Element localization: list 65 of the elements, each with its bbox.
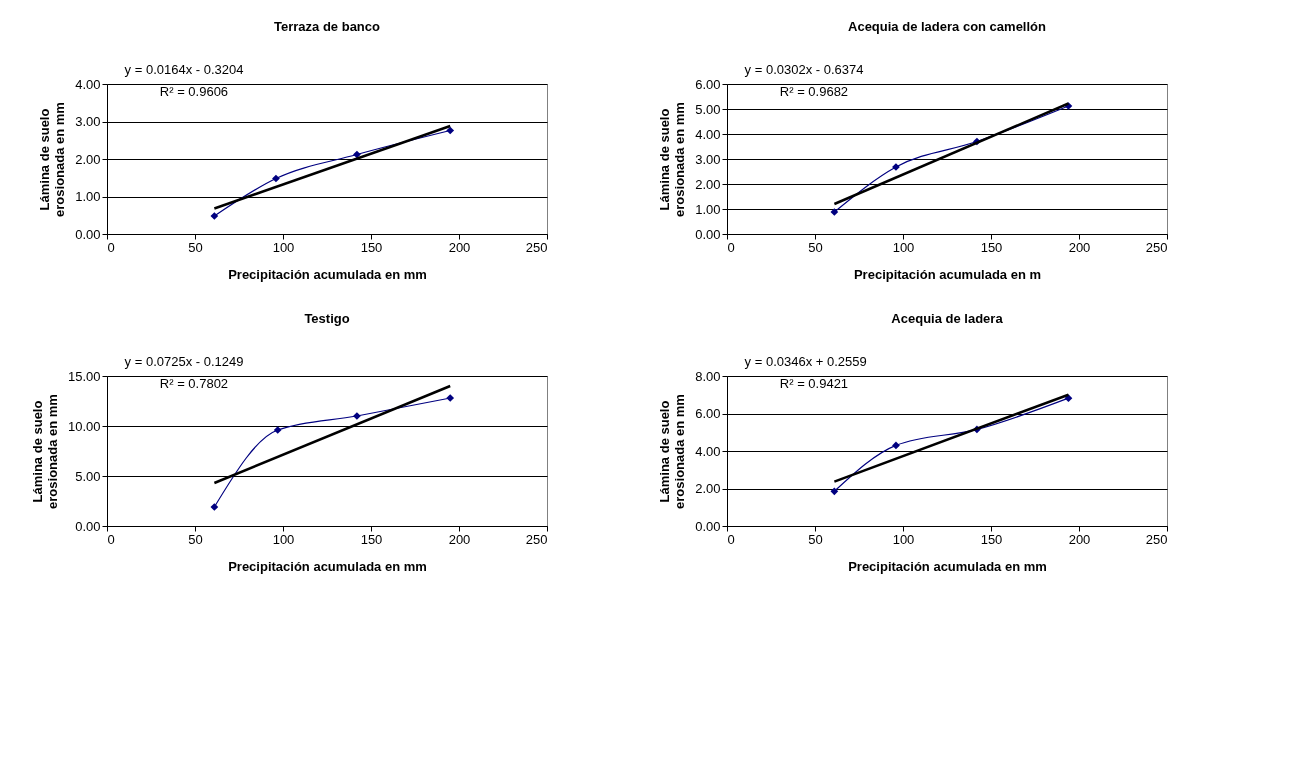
y-tick-label: 1.00 <box>695 201 721 217</box>
x-tick-label: 200 <box>1068 239 1091 255</box>
chart-title: Terraza de banco <box>274 19 381 34</box>
y-tick-label: 4.00 <box>695 126 721 142</box>
x-axis-title: Precipitación acumulada en mm <box>228 266 427 282</box>
x-axis-title: Precipitación acumulada en m <box>853 266 1042 282</box>
y-tick-label: 6.00 <box>695 76 721 92</box>
y-tick-label: 5.00 <box>75 468 101 484</box>
x-tick-label: 100 <box>892 239 915 255</box>
y-tick-label: 2.00 <box>75 151 101 167</box>
x-tick-label: 200 <box>1068 531 1091 547</box>
y-axis-title: Lámina de suelo erosionada en mm <box>657 102 688 217</box>
x-tick-label: 150 <box>980 239 1003 255</box>
y-tick-label: 8.00 <box>695 368 721 384</box>
x-tick-label: 150 <box>980 531 1003 547</box>
x-tick-label: 50 <box>808 239 823 255</box>
x-tick-label: 50 <box>188 531 203 547</box>
y-axis-title: Lámina de suelo erosionada en mm <box>37 102 68 217</box>
x-tick-label: 50 <box>808 531 823 547</box>
annotation: R² = 0.9606 <box>159 84 229 99</box>
x-tick-label: 200 <box>448 531 471 547</box>
y-tick-label: 6.00 <box>695 406 721 421</box>
x-axis-title: Precipitación acumulada en mm <box>848 558 1047 574</box>
x-tick-label: 150 <box>360 531 383 547</box>
x-tick-label: 50 <box>188 239 203 255</box>
x-tick-label: 0 <box>727 531 735 547</box>
x-tick-label: 100 <box>272 531 295 547</box>
y-tick-label: 0.00 <box>75 518 101 534</box>
chart-title: Acequia de ladera <box>891 311 1004 326</box>
y-tick-label: 4.00 <box>75 76 101 92</box>
x-tick-label: 250 <box>1145 239 1168 255</box>
y-tick-label: 0.00 <box>695 226 721 242</box>
y-tick-label: 4.00 <box>695 443 721 459</box>
x-tick-label: 250 <box>525 239 548 255</box>
y-axis-title: Lámina de suelo erosionada en mm <box>29 394 60 509</box>
y-tick-label: 1.00 <box>75 189 101 204</box>
y-tick-label: 15.00 <box>67 368 101 384</box>
x-tick-label: 100 <box>892 531 915 547</box>
y-tick-label: 3.00 <box>695 151 721 167</box>
annotation: R² = 0.9421 <box>779 376 849 391</box>
y-tick-label: 5.00 <box>695 101 721 117</box>
chart-title: Acequia de ladera con camellón <box>848 19 1047 34</box>
x-axis-title: Precipitación acumulada en mm <box>228 558 427 574</box>
y-axis-title: Lámina de suelo erosionada en mm <box>657 394 688 509</box>
text: y = 0.0302x - 0.6374 <box>744 62 864 77</box>
text: y = 0.0346x + 0.2559 <box>744 354 867 369</box>
x-tick-label: 200 <box>448 239 471 255</box>
x-tick-label: 0 <box>107 531 115 547</box>
x-tick-label: 0 <box>727 239 735 255</box>
x-tick-label: 250 <box>1145 531 1168 547</box>
text: y = 0.0725x - 0.1249 <box>124 354 244 369</box>
y-tick-label: 2.00 <box>695 176 721 192</box>
annotation: R² = 0.9682 <box>779 84 849 99</box>
chart-title: Testigo <box>304 311 350 326</box>
y-tick-label: 10.00 <box>67 418 101 434</box>
x-tick-label: 150 <box>360 239 383 255</box>
annotation: R² = 0.7802 <box>159 376 229 391</box>
x-tick-label: 0 <box>107 239 115 255</box>
y-tick-label: 3.00 <box>75 114 101 129</box>
text: y = 0.0164x - 0.3204 <box>124 62 244 77</box>
y-tick-label: 0.00 <box>695 518 721 534</box>
x-tick-label: 100 <box>272 239 295 255</box>
y-tick-label: 2.00 <box>695 481 721 496</box>
x-tick-label: 250 <box>525 531 548 547</box>
y-tick-label: 0.00 <box>75 226 101 242</box>
